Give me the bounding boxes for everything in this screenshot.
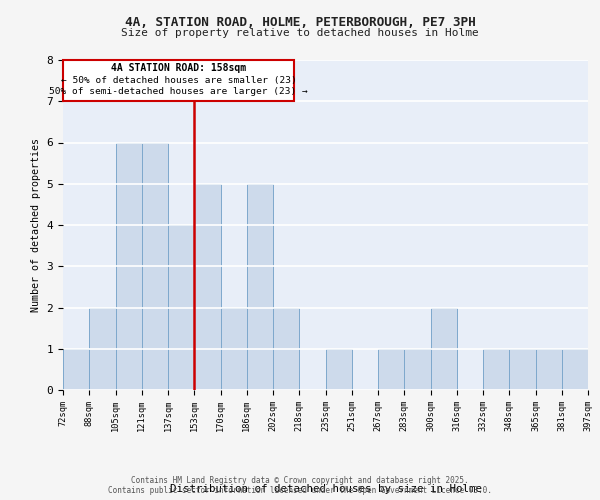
Bar bbox=[247, 184, 273, 390]
Bar bbox=[89, 308, 115, 390]
Bar bbox=[483, 349, 509, 390]
Text: Size of property relative to detached houses in Holme: Size of property relative to detached ho… bbox=[121, 28, 479, 38]
Bar bbox=[325, 349, 352, 390]
Bar bbox=[431, 308, 457, 390]
Bar bbox=[404, 349, 431, 390]
Text: 4A STATION ROAD: 158sqm: 4A STATION ROAD: 158sqm bbox=[111, 64, 246, 74]
Text: ← 50% of detached houses are smaller (23): ← 50% of detached houses are smaller (23… bbox=[61, 76, 296, 84]
FancyBboxPatch shape bbox=[63, 60, 294, 101]
Bar bbox=[168, 225, 194, 390]
Text: Contains public sector information licensed under the Open Government Licence v3: Contains public sector information licen… bbox=[108, 486, 492, 495]
Bar bbox=[115, 142, 142, 390]
Bar bbox=[63, 349, 89, 390]
Bar bbox=[536, 349, 562, 390]
Bar bbox=[509, 349, 536, 390]
Bar bbox=[378, 349, 404, 390]
Bar bbox=[562, 349, 588, 390]
Text: 4A, STATION ROAD, HOLME, PETERBOROUGH, PE7 3PH: 4A, STATION ROAD, HOLME, PETERBOROUGH, P… bbox=[125, 16, 475, 29]
Bar bbox=[142, 142, 168, 390]
X-axis label: Distribution of detached houses by size in Holme: Distribution of detached houses by size … bbox=[170, 484, 482, 494]
Text: 50% of semi-detached houses are larger (23) →: 50% of semi-detached houses are larger (… bbox=[49, 87, 308, 96]
Bar bbox=[273, 308, 299, 390]
Bar bbox=[221, 308, 247, 390]
Y-axis label: Number of detached properties: Number of detached properties bbox=[31, 138, 41, 312]
Text: Contains HM Land Registry data © Crown copyright and database right 2025.: Contains HM Land Registry data © Crown c… bbox=[131, 476, 469, 485]
Bar bbox=[194, 184, 221, 390]
